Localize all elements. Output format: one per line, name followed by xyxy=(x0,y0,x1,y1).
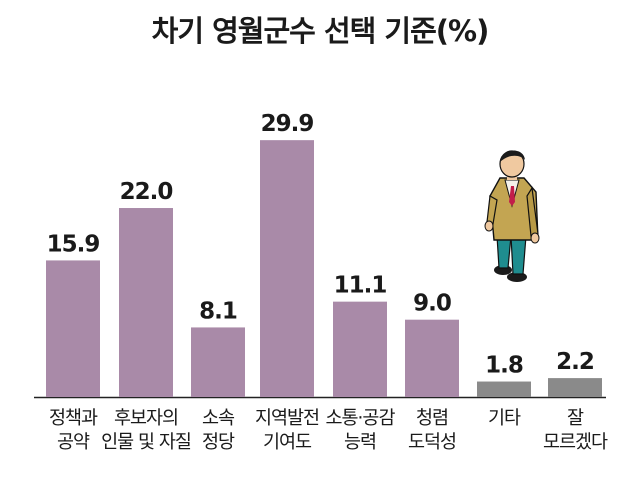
bar-2 xyxy=(191,327,245,397)
bar-1 xyxy=(119,208,173,397)
category-label-0-line-1: 공약 xyxy=(57,432,90,453)
data-label-2: 8.1 xyxy=(199,298,237,324)
bar-4 xyxy=(333,301,387,397)
data-label-7: 2.2 xyxy=(556,349,594,375)
bar-7 xyxy=(548,378,602,397)
data-label-4: 11.1 xyxy=(334,273,387,299)
category-label-1-line-0: 후보자의 xyxy=(114,408,178,429)
category-label-7-line-1: 모르겠다 xyxy=(543,432,608,453)
category-label-2-line-0: 소속 xyxy=(202,408,235,429)
category-label-4-line-0: 소통·공감 xyxy=(326,408,396,429)
category-label-5-line-0: 청렴 xyxy=(416,408,448,429)
category-label-5-line-1: 도덕성 xyxy=(408,432,456,453)
bar-5 xyxy=(405,319,459,397)
chart-title: 차기 영월군수 선택 기준(%) xyxy=(151,14,490,48)
category-label-6: 기타 xyxy=(488,408,521,429)
data-label-6: 1.8 xyxy=(485,353,523,379)
bar-6 xyxy=(477,381,531,397)
category-label-2-line-1: 정당 xyxy=(202,432,235,453)
data-label-5: 9.0 xyxy=(413,291,451,317)
data-label-1: 22.0 xyxy=(120,179,173,205)
data-label-3: 29.9 xyxy=(261,111,314,137)
category-label-3-line-0: 지역발전 xyxy=(255,408,319,429)
category-label-7-line-0: 잘 xyxy=(567,408,584,429)
category-label-0-line-0: 정책과 xyxy=(49,408,98,429)
category-label-4-line-1: 능력 xyxy=(344,432,376,453)
data-label-0: 15.9 xyxy=(47,231,100,257)
category-label-1-line-1: 인물 및 자질 xyxy=(101,432,191,453)
bar-0 xyxy=(46,260,100,397)
bar-3 xyxy=(260,140,314,397)
person-standing-icon xyxy=(484,150,540,282)
category-label-3-line-1: 기여도 xyxy=(263,432,312,453)
